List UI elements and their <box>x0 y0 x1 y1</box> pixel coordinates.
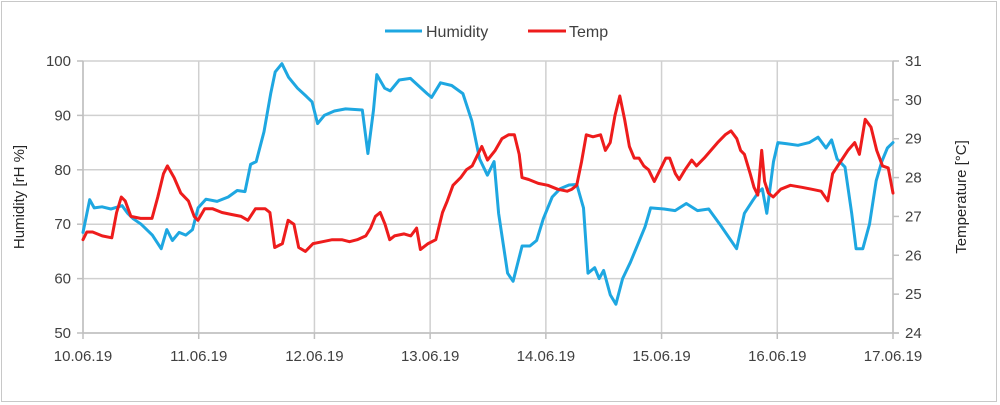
x-tick-label: 14.06.19 <box>517 348 575 365</box>
y2-tick-label: 24 <box>905 325 922 342</box>
legend-humidity-label: Humidity <box>426 24 488 41</box>
y-axis-title: Humidity [rH %] <box>11 145 28 249</box>
y-tick-label: 100 <box>46 53 71 70</box>
y2-tick-label: 28 <box>905 170 922 187</box>
y2-tick-label: 29 <box>905 131 922 148</box>
x-tick-label: 12.06.19 <box>285 348 343 365</box>
series-temp <box>81 94 895 253</box>
y2-tick-label: 27 <box>905 208 922 225</box>
x-tick-label: 11.06.19 <box>170 348 227 365</box>
y-tick-label: 70 <box>54 216 71 233</box>
y2-axis-title: Temperature [°C] <box>953 140 970 254</box>
x-tick-label: 13.06.19 <box>401 348 459 365</box>
y2-tick-label: 30 <box>905 92 922 109</box>
x-tick-label: 15.06.19 <box>632 348 690 365</box>
y2-tick-label: 25 <box>905 286 922 303</box>
y2-tick-label: 31 <box>905 53 922 70</box>
x-tick-label: 17.06.19 <box>864 348 922 365</box>
series-humidity <box>81 62 895 306</box>
y2-tick-label: 26 <box>905 247 922 264</box>
y-tick-label: 90 <box>54 107 71 124</box>
legend: Humidity Temp <box>385 24 608 41</box>
legend-temp-label: Temp <box>569 24 608 41</box>
data-series <box>81 62 895 306</box>
x-tick-label: 10.06.19 <box>54 348 112 365</box>
y-tick-label: 50 <box>54 325 71 342</box>
y-tick-label: 60 <box>54 271 71 288</box>
axes: 50 60 70 80 90 100 10.06.19 11.06.19 12.06.19 13.… <box>46 53 922 365</box>
y-tick-label: 80 <box>54 162 71 179</box>
x-tick-label: 16.06.19 <box>748 348 806 365</box>
